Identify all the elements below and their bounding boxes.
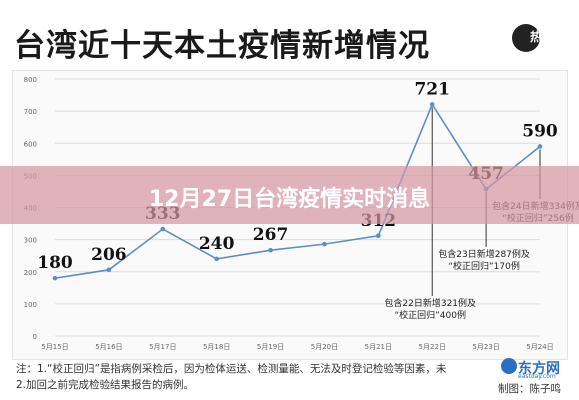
data-point: [106, 267, 112, 273]
x-tick-label: 5月15日: [41, 343, 68, 351]
page-title: 台湾近十天本土疫情新增情况: [14, 28, 430, 64]
x-tick-label: 5月23日: [472, 343, 499, 351]
brand-logo-icon: [512, 24, 540, 52]
brand-name: 东方网: [518, 361, 560, 377]
headline-banner: [0, 166, 579, 224]
x-tick-label: 5月22日: [419, 343, 446, 351]
data-label: 590: [522, 121, 558, 141]
brand-sub: eastday.com: [518, 373, 556, 380]
data-label: 180: [37, 253, 73, 273]
x-tick-label: 5月17日: [149, 343, 176, 351]
x-tick-label: 5月18日: [203, 343, 230, 351]
y-tick-label: 100: [24, 301, 37, 309]
series-line: [54, 102, 541, 279]
y-tick-label: 200: [24, 269, 37, 277]
data-point: [52, 275, 58, 281]
y-tick-label: 600: [24, 140, 37, 148]
data-label: 267: [253, 225, 289, 245]
x-tick-label: 5月16日: [95, 343, 122, 351]
y-tick-label: 700: [24, 108, 37, 116]
footnote-line-1: 注：1.“校正回归”是指病例采检后，因为检体运送、检测量能、无法及时登记检验等因…: [16, 363, 447, 375]
x-tick-label: 5月19日: [257, 343, 284, 351]
annotation-text: 包含22日新增321例及: [384, 297, 476, 309]
annotation-text: “校正回归”400例: [394, 309, 466, 321]
data-label: 721: [414, 79, 450, 99]
data-label: 240: [199, 234, 235, 254]
y-tick-label: 0: [33, 333, 37, 341]
data-point: [376, 233, 381, 239]
credit-text: 制图：陈子鸣: [498, 383, 561, 395]
y-tick-label: 300: [24, 237, 37, 245]
y-tick-label: 800: [24, 76, 37, 84]
data-point: [429, 102, 435, 107]
data-point: [268, 247, 273, 253]
x-tick-label: 5月21日: [365, 343, 392, 351]
x-tick-label: 5月24日: [526, 343, 553, 351]
data-label: 206: [91, 245, 127, 265]
logo-text: 热榜: [530, 30, 555, 44]
data-point: [214, 256, 219, 262]
headline-text: 12月27日台湾疫情实时消息: [148, 187, 431, 212]
brand-mark-icon: [501, 358, 517, 374]
data-point: [537, 144, 543, 149]
x-tick-label: 5月20日: [311, 343, 338, 351]
annotation-text: “校正回归”170例: [448, 260, 520, 272]
annotation-text: 包含23日新增287例及: [438, 248, 530, 260]
footnote-line-2: 2.加回之前完成检验结果报告的病例。: [16, 379, 195, 391]
data-point: [322, 241, 327, 247]
data-point: [160, 226, 166, 232]
